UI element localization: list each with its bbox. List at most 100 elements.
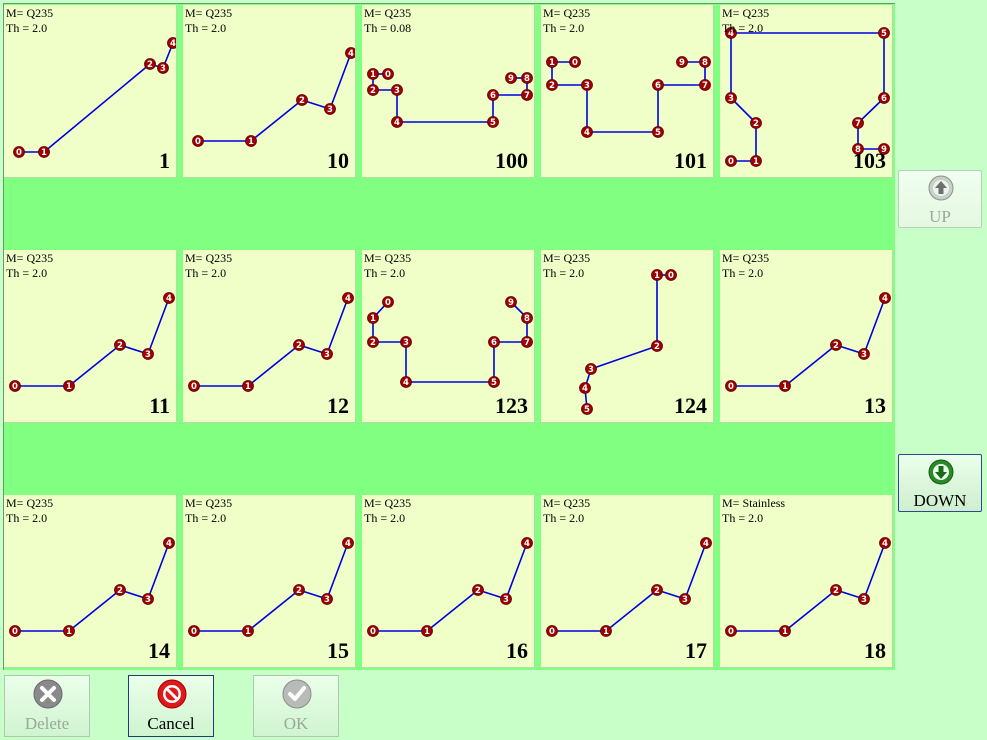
bend-node-label: 2 xyxy=(296,341,302,351)
bend-node-label: 3 xyxy=(588,365,594,375)
up-button-label: UP xyxy=(929,207,951,226)
bend-node-label: 6 xyxy=(655,81,661,91)
bend-node-label: 1 xyxy=(370,70,376,80)
delete-button-label: Delete xyxy=(24,714,70,733)
bend-node: 2 xyxy=(830,339,842,351)
bend-node: 0 xyxy=(382,68,394,80)
bend-node: 5 xyxy=(488,376,500,388)
bend-node-label: 2 xyxy=(654,342,660,352)
program-tile[interactable]: 0 1 2 3 4 M= Stainless Th = 2.0 18 xyxy=(720,495,893,668)
program-tile[interactable]: 1 0 2 3 4 5 6 7 8 9 M= Q235 Th = 2.0 123 xyxy=(362,250,535,423)
program-tile[interactable]: 0 1 2 3 4 M= Q235 Th = 2.0 17 xyxy=(541,495,714,668)
program-tile[interactable]: 0 1 2 3 4 M= Q235 Th = 2.0 13 xyxy=(720,250,893,423)
program-tile[interactable]: 0 1 2 3 4 M= Q235 Th = 2.0 14 xyxy=(4,495,177,668)
bend-node: 1 xyxy=(367,68,379,80)
bend-node-label: 1 xyxy=(41,148,47,158)
bend-node-label: 3 xyxy=(145,595,151,605)
bend-node-label: 4 xyxy=(882,294,888,304)
delete-button[interactable]: Delete xyxy=(4,675,90,737)
program-grid: 0 1 2 3 4 M= Q235 Th = 2.0 1 0 1 2 3 4 M= Q235 Th = 2.… xyxy=(3,3,895,670)
bend-node: 1 xyxy=(779,380,791,392)
bend-node: 2 xyxy=(293,584,305,596)
bend-node-label: 8 xyxy=(524,74,530,84)
bend-node-label: 5 xyxy=(490,118,496,128)
bend-node-label: 3 xyxy=(327,105,333,115)
bend-node: 4 xyxy=(725,27,737,39)
up-arrow-icon xyxy=(928,175,954,201)
program-number: 17 xyxy=(685,638,707,663)
program-tile[interactable]: 0 1 2 3 4 5 6 7 8 9 M= Q235 Th = 2.0 103 xyxy=(720,5,893,178)
bend-node: 0 xyxy=(665,269,677,281)
down-button[interactable]: DOWN xyxy=(898,454,982,512)
bend-node: 3 xyxy=(858,593,870,605)
program-tile[interactable]: 0 1 2 3 4 M= Q235 Th = 2.0 11 xyxy=(4,250,177,423)
program-tile[interactable]: 1 0 2 3 4 5 6 7 8 9 M= Q235 Th = 2.0 101 xyxy=(541,5,714,178)
thickness-label: Th = 2.0 xyxy=(722,511,764,525)
bend-node: 1 xyxy=(63,380,75,392)
program-number: 100 xyxy=(495,148,528,173)
profile-segment xyxy=(326,542,349,600)
bend-node: 0 xyxy=(192,135,204,147)
bend-node-label: 8 xyxy=(855,145,861,155)
cancel-button[interactable]: Cancel xyxy=(128,675,214,737)
bend-node-label: 3 xyxy=(403,338,409,348)
material-label: M= Q235 xyxy=(543,6,591,20)
bend-node-label: 9 xyxy=(881,145,887,155)
bend-node-label: 2 xyxy=(147,60,153,70)
bend-node-label: 6 xyxy=(491,338,497,348)
bend-node-label: 0 xyxy=(728,382,734,392)
thickness-label: Th = 2.0 xyxy=(722,266,764,280)
bend-node: 2 xyxy=(750,117,762,129)
checkmark-icon xyxy=(282,679,312,709)
bend-node-label: 4 xyxy=(166,294,172,304)
material-label: M= Q235 xyxy=(6,251,54,265)
profile-segment xyxy=(43,63,151,153)
bend-node: 1 xyxy=(546,56,558,68)
bend-node: 1 xyxy=(421,625,433,637)
bend-node: 3 xyxy=(321,593,333,605)
profile-segment xyxy=(250,99,303,142)
material-label: M= Q235 xyxy=(543,251,591,265)
bend-node-label: 0 xyxy=(12,627,18,637)
bend-node-label: 7 xyxy=(524,338,530,348)
bend-node-label: 9 xyxy=(508,298,514,308)
program-tile[interactable]: 0 1 2 3 4 M= Q235 Th = 2.0 16 xyxy=(362,495,535,668)
bend-node: 2 xyxy=(651,340,663,352)
program-tile[interactable]: 0 1 2 3 4 M= Q235 Th = 2.0 10 xyxy=(183,5,356,178)
ok-button[interactable]: OK xyxy=(253,675,339,737)
program-tile[interactable]: 0 1 2 3 4 M= Q235 Th = 2.0 1 xyxy=(4,5,177,178)
program-number: 101 xyxy=(674,148,707,173)
bend-node: 1 xyxy=(38,146,50,158)
bend-node-label: 5 xyxy=(491,378,497,388)
down-button-label: DOWN xyxy=(913,491,967,510)
bend-node: 5 xyxy=(581,403,593,415)
program-tile[interactable]: 0 1 2 3 4 M= Q235 Th = 2.0 15 xyxy=(183,495,356,668)
thickness-label: Th = 2.0 xyxy=(6,266,48,280)
bend-node: 0 xyxy=(725,380,737,392)
bend-profile-drawing: 10 2 3 4 5 6 7 89 xyxy=(367,296,533,388)
bend-node-label: 6 xyxy=(881,94,887,104)
bend-node: 3 xyxy=(679,593,691,605)
bend-profile-drawing: 01 2 34 5 xyxy=(579,269,677,415)
bend-node: 4 xyxy=(167,37,176,49)
program-tile[interactable]: 0 1 2 3 4 M= Q235 Th = 2.0 12 xyxy=(183,250,356,423)
no-entry-icon xyxy=(157,679,187,709)
bend-node-label: 1 xyxy=(654,271,660,281)
profile-segment xyxy=(247,344,300,387)
bend-node: 2 xyxy=(472,584,484,596)
bend-node-label: 4 xyxy=(582,384,588,394)
bend-node-label: 9 xyxy=(508,74,514,84)
profile-segment xyxy=(784,589,837,632)
bend-node-label: 1 xyxy=(66,627,72,637)
bend-node-label: 0 xyxy=(385,298,391,308)
bend-profile-drawing: 0 1 2 3 4 5 6 7 8 9 xyxy=(725,27,890,167)
up-button[interactable]: UP xyxy=(898,170,982,228)
bend-node-label: 0 xyxy=(191,627,197,637)
program-tile[interactable]: 0 1 2 3 4 5 M= Q235 Th = 2.0 124 xyxy=(541,250,714,423)
program-tile[interactable]: 1 0 2 3 4 5 6 7 8 9 M= Q235 Th = 0.08 100 xyxy=(362,5,535,178)
